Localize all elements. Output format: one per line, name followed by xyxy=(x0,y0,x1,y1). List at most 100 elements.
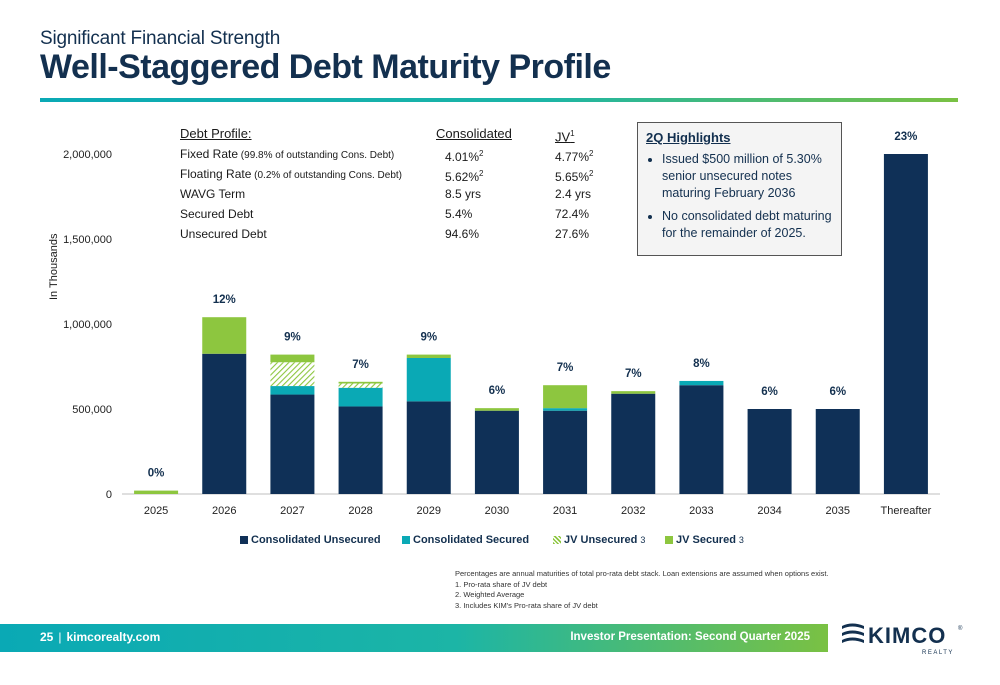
jv-heading-sup: 1 xyxy=(570,129,575,138)
legend-swatch xyxy=(402,536,410,544)
data-label: 7% xyxy=(557,362,574,374)
row-label-text: WAVG Term xyxy=(180,187,246,201)
highlights-heading: 2Q Highlights xyxy=(646,130,731,145)
legend-label: Consolidated Unsecured xyxy=(251,534,381,546)
jv-value: 4.77%2 xyxy=(555,149,594,164)
bar-consolidated-secured xyxy=(270,386,315,395)
page-number: 25 xyxy=(40,630,54,644)
y-tick-label: 500,000 xyxy=(72,404,112,416)
data-label: 6% xyxy=(489,385,506,397)
data-label: 7% xyxy=(352,359,369,371)
x-tick-label: 2025 xyxy=(144,505,168,517)
y-tick-label: 1,500,000 xyxy=(63,234,112,246)
title-divider xyxy=(40,98,958,102)
bar-jv-secured xyxy=(202,317,247,354)
kimco-logo: KIMCO ® REALTY xyxy=(842,623,963,656)
data-label: 0% xyxy=(148,468,165,480)
bar-jv-secured xyxy=(338,381,383,384)
legend-label: JV Unsecured xyxy=(564,534,638,546)
x-tick-label: 2029 xyxy=(417,505,441,517)
row-label-note: (0.2% of outstanding Cons. Debt) xyxy=(251,170,403,181)
footnote: 3. Includes KIM's Pro-rata share of JV d… xyxy=(455,600,598,610)
y-tick-label: 1,000,000 xyxy=(63,319,112,331)
row-label-note: (99.8% of outstanding Cons. Debt) xyxy=(238,150,395,161)
legend-jv-secured: JV Secured 3 xyxy=(665,534,744,546)
jv-heading: JV1 xyxy=(555,124,615,147)
consolidated-value: 5.4% xyxy=(445,207,473,221)
debt-profile-heading: Debt Profile: xyxy=(180,126,252,141)
legend-label: JV Secured xyxy=(676,534,736,546)
jv-value: 72.4% xyxy=(555,207,590,221)
consolidated-value: 5.62%2 xyxy=(445,169,484,184)
jv-value: 27.6% xyxy=(555,227,590,241)
bar-consolidated-secured xyxy=(406,358,451,402)
debt-profile-row: Fixed Rate (99.8% of outstanding Cons. D… xyxy=(180,144,600,164)
bar-consolidated-unsecured xyxy=(270,394,315,494)
legend-consolidated-unsecured: Consolidated Unsecured xyxy=(240,534,381,546)
legend-jv-unsecured: JV Unsecured 3 xyxy=(553,534,645,546)
data-label: 6% xyxy=(761,386,778,398)
data-label: 9% xyxy=(284,332,301,344)
footnote: Percentages are annual maturities of tot… xyxy=(455,569,829,578)
bar-consolidated-unsecured xyxy=(815,409,860,494)
logo-registered: ® xyxy=(958,625,963,632)
legend-swatch xyxy=(665,536,673,544)
bar-jv-secured xyxy=(270,354,315,363)
legend-label: Consolidated Secured xyxy=(413,534,530,546)
consolidated-value: 94.6% xyxy=(445,227,480,241)
legend-footnote: 3 xyxy=(738,535,744,545)
highlights-list: Issued $500 million of 5.30% senior unse… xyxy=(646,151,833,242)
consolidated-heading: Consolidated xyxy=(436,126,512,141)
slide-title: Well-Staggered Debt Maturity Profile xyxy=(40,48,611,86)
x-tick-label: 2030 xyxy=(485,505,509,517)
row-label: Floating Rate (0.2% of outstanding Cons.… xyxy=(180,164,402,186)
logo-wordmark: KIMCO xyxy=(868,623,946,648)
debt-profile-row: Secured Debt 5.4% 72.4% xyxy=(180,204,600,224)
row-label: Secured Debt xyxy=(180,204,253,224)
footnotes: Percentages are annual maturities of tot… xyxy=(455,569,829,611)
x-tick-label: 2026 xyxy=(212,505,236,517)
consolidated-value: 4.01%2 xyxy=(445,149,484,164)
bar-consolidated-unsecured xyxy=(883,154,928,494)
debt-profile-row: WAVG Term 8.5 yrs 2.4 yrs xyxy=(180,184,600,204)
bar-consolidated-secured xyxy=(543,408,588,411)
bar-consolidated-unsecured xyxy=(543,410,588,494)
footer-separator: | xyxy=(58,630,62,644)
highlight-item: Issued $500 million of 5.30% senior unse… xyxy=(662,151,833,202)
consolidated-value: 8.5 yrs xyxy=(445,187,482,201)
debt-profile-row: Floating Rate (0.2% of outstanding Cons.… xyxy=(180,164,600,184)
bar-consolidated-unsecured xyxy=(202,353,247,494)
bar-jv-secured xyxy=(406,354,451,358)
data-label: 9% xyxy=(420,332,437,344)
x-tick-label: 2027 xyxy=(280,505,304,517)
bar-consolidated-unsecured xyxy=(474,410,519,494)
bar-jv-secured xyxy=(611,391,656,394)
row-label-text: Unsecured Debt xyxy=(180,227,267,241)
jv-value: 5.65%2 xyxy=(555,169,594,184)
legend-footnote: 3 xyxy=(640,535,646,545)
x-tick-label: 2035 xyxy=(826,505,850,517)
row-label: Fixed Rate (99.8% of outstanding Cons. D… xyxy=(180,144,394,166)
x-tick-label: 2031 xyxy=(553,505,577,517)
y-tick-label: 2,000,000 xyxy=(63,149,112,161)
data-label: 7% xyxy=(625,368,642,380)
bar-jv-secured xyxy=(543,385,588,409)
debt-maturity-chart: 0 500,000 1,000,000 1,500,000 2,000,000 2025… xyxy=(63,131,940,517)
data-label: 6% xyxy=(829,386,846,398)
row-label: WAVG Term xyxy=(180,184,245,204)
legend-swatch xyxy=(553,536,561,544)
x-tick-label: 2032 xyxy=(621,505,645,517)
logo-subtext: REALTY xyxy=(922,650,954,656)
footer-presentation-title: Investor Presentation: Second Quarter 20… xyxy=(570,631,810,643)
footer-left: 25 | kimcorealty.com xyxy=(40,630,160,644)
bar-consolidated-unsecured xyxy=(679,385,724,494)
legend-consolidated-secured: Consolidated Secured xyxy=(402,534,529,546)
jv-heading-text: JV xyxy=(555,129,571,145)
row-label-text: Floating Rate xyxy=(180,167,252,181)
website-link[interactable]: kimcorealty.com xyxy=(66,630,161,644)
footnote: 1. Pro-rata share of JV debt xyxy=(455,579,548,589)
highlight-item: No consolidated debt maturing for the re… xyxy=(662,208,833,242)
data-label: 8% xyxy=(693,358,710,370)
data-label: 12% xyxy=(213,294,236,306)
row-label-text: Fixed Rate xyxy=(180,147,239,161)
